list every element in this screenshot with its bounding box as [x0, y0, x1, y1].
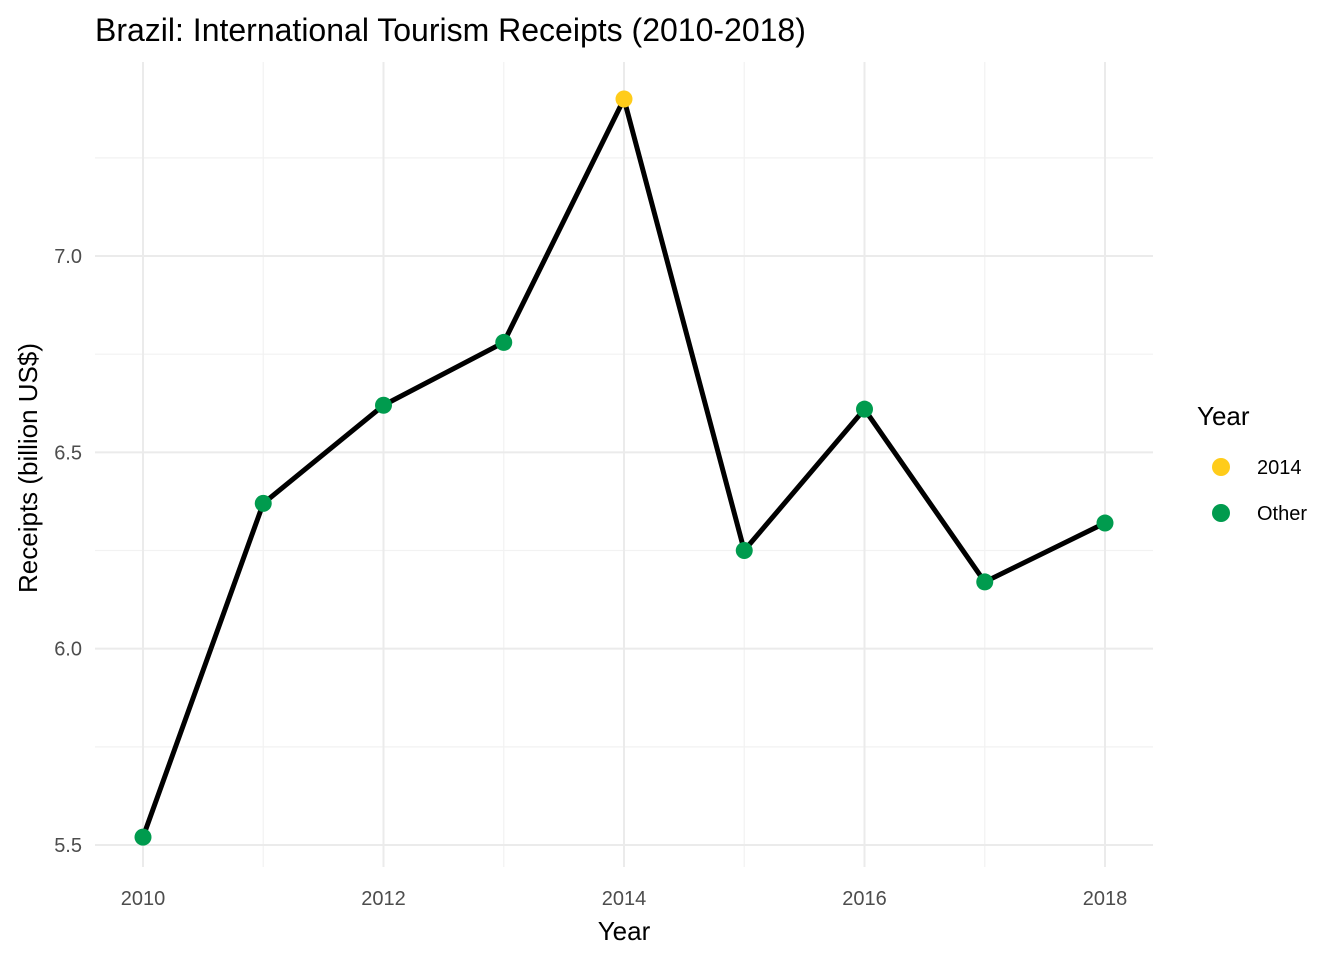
data-point-2012 [375, 396, 392, 414]
y-tick-label: 6.0 [54, 639, 82, 661]
data-point-2017 [976, 573, 994, 591]
legend-key-other [1212, 504, 1230, 522]
data-point-2018 [1096, 514, 1114, 532]
data-points [134, 90, 1114, 846]
chart-title: Brazil: International Tourism Receipts (… [95, 12, 806, 48]
x-tick-label: 2016 [842, 888, 887, 910]
legend-label-other: Other [1257, 503, 1307, 525]
legend-title: Year [1197, 401, 1250, 431]
grid [95, 62, 1153, 867]
data-point-2013 [495, 333, 513, 351]
x-tick-label: 2014 [602, 888, 647, 910]
data-point-2014 [615, 90, 633, 108]
legend-label-2014: 2014 [1257, 457, 1302, 479]
y-tick-label: 7.0 [54, 246, 82, 268]
x-axis-title: Year [598, 916, 651, 946]
data-point-2010 [134, 828, 152, 846]
data-point-2016 [856, 400, 873, 418]
x-tick-label: 2010 [121, 888, 166, 910]
y-tick-label: 6.5 [54, 442, 82, 464]
data-point-2011 [254, 494, 272, 512]
y-axis-title: Receipts (billion US$) [13, 343, 43, 593]
y-tick-labels: 5.5 6.0 6.5 7.0 [54, 246, 82, 857]
y-tick-label: 5.5 [54, 835, 82, 857]
x-tick-labels: 2010 2012 2014 2016 2018 [121, 888, 1128, 910]
legend: Year 2014 Other [1197, 401, 1307, 525]
x-tick-label: 2018 [1083, 888, 1128, 910]
x-tick-label: 2012 [361, 888, 406, 910]
legend-key-2014 [1212, 458, 1230, 476]
data-point-2015 [735, 542, 753, 560]
